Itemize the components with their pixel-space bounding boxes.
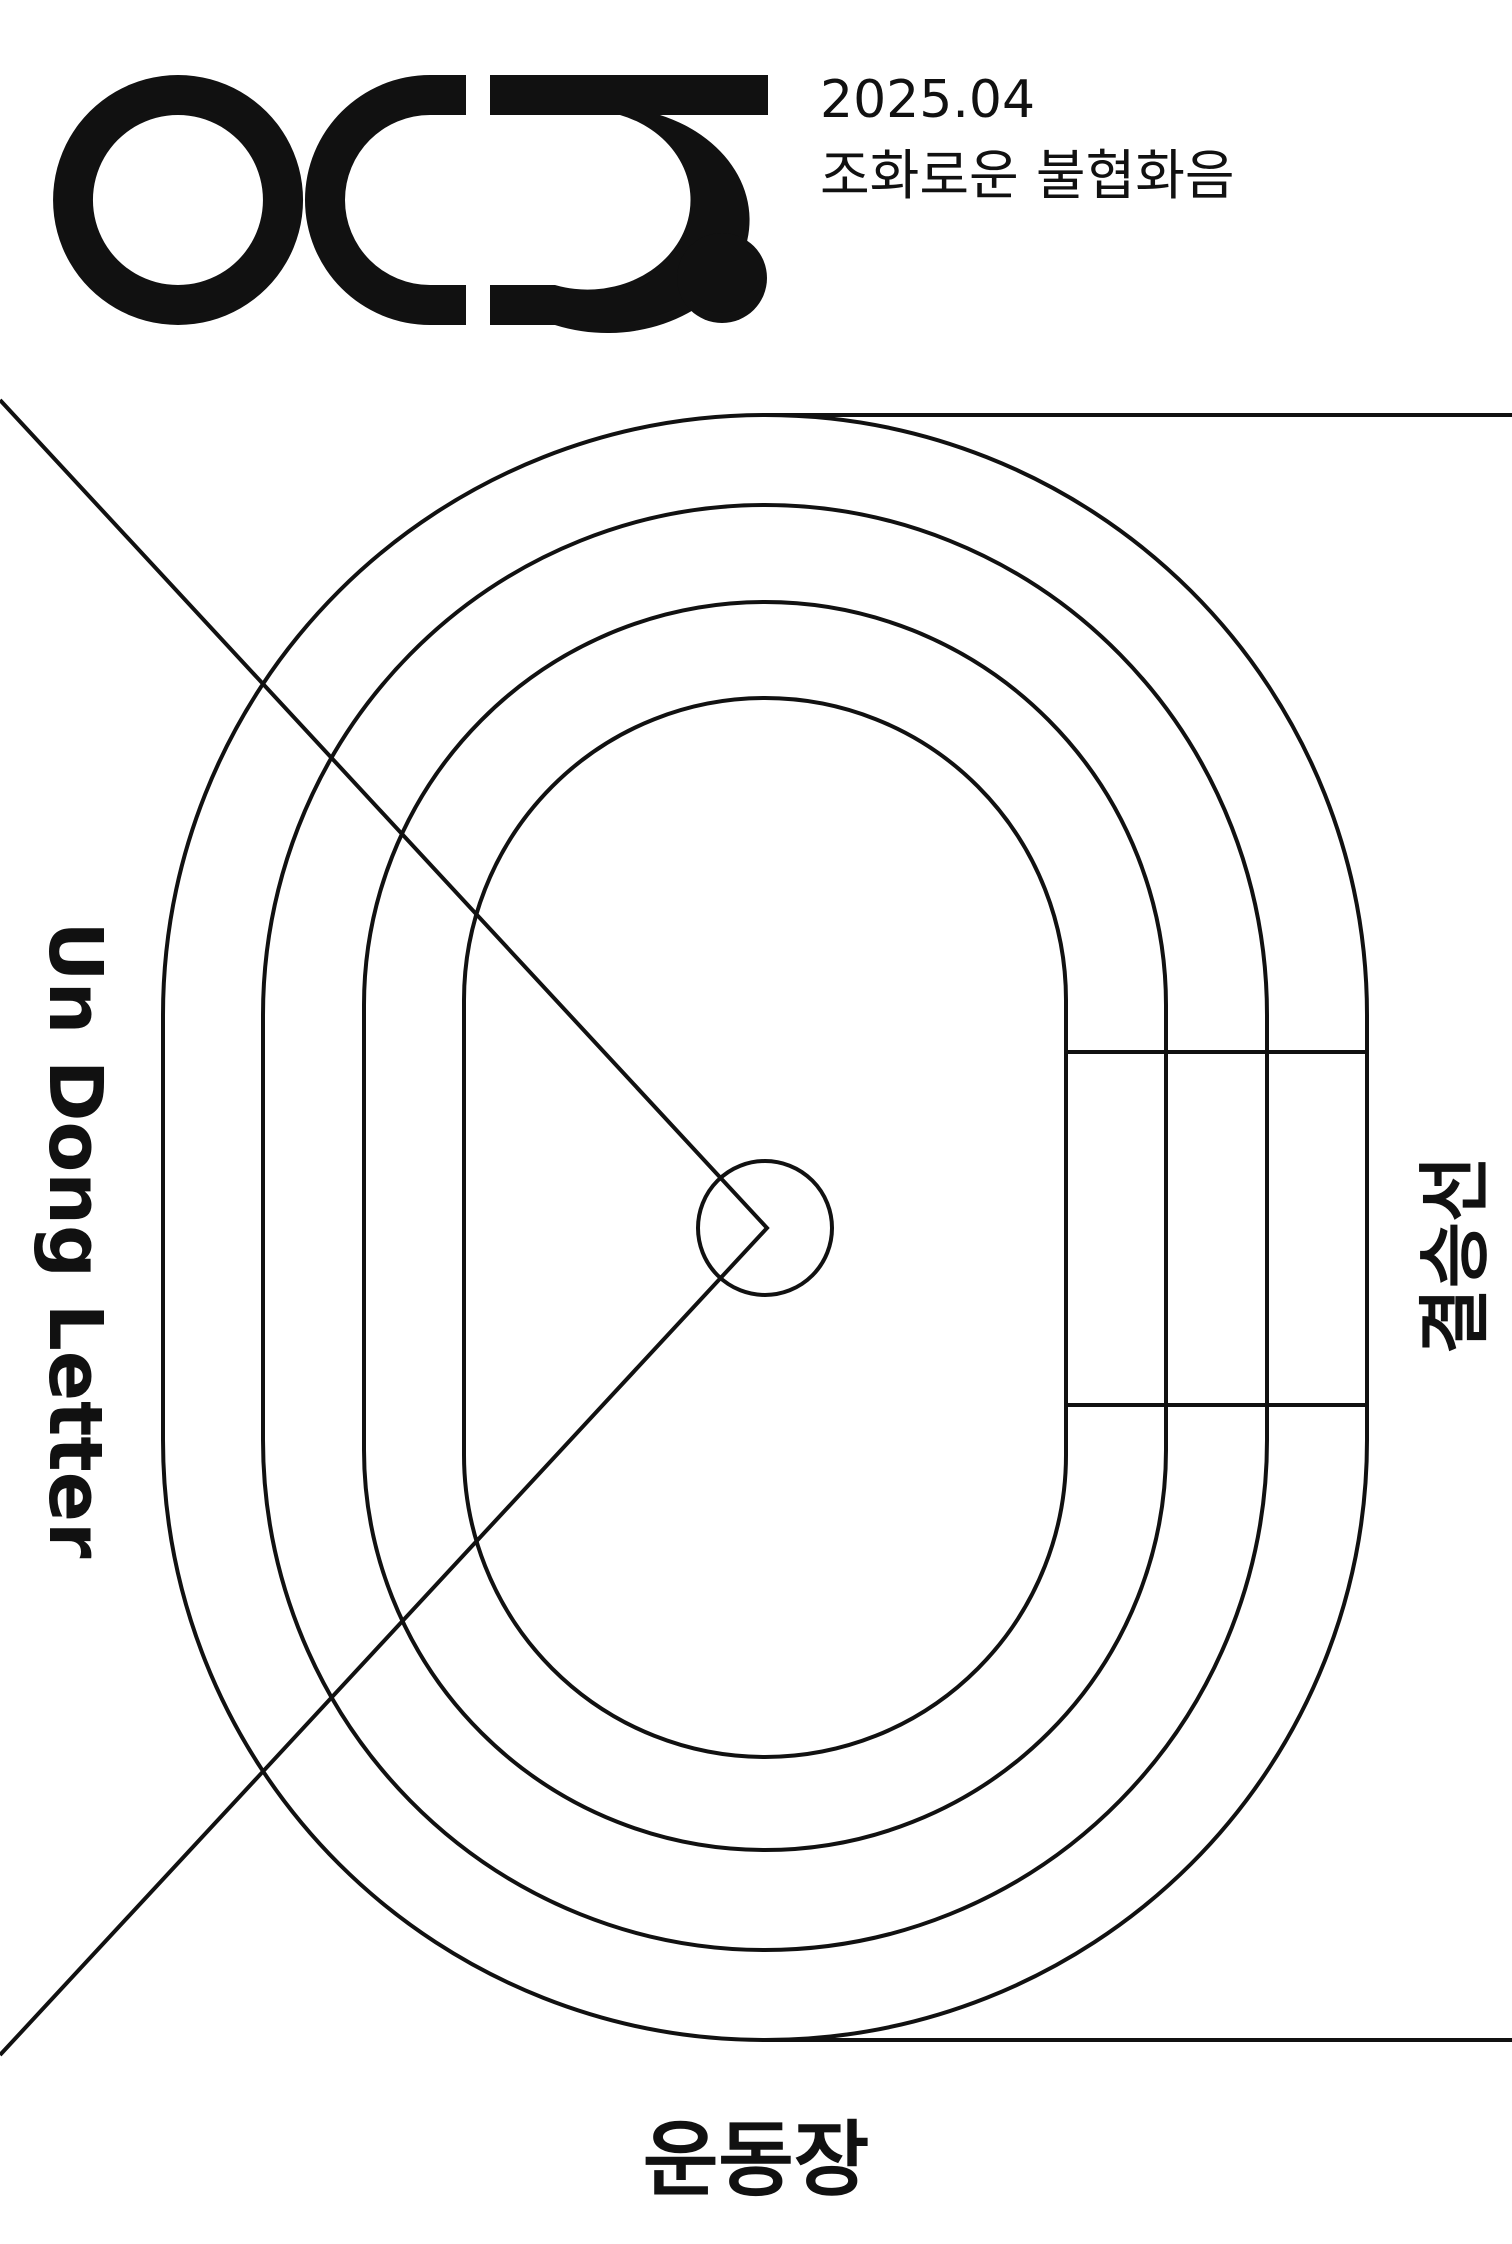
vertical-title: Un Dong Letter bbox=[38, 922, 112, 1559]
bottom-title: 운동장 bbox=[0, 2120, 1512, 2202]
logo-letter-c bbox=[305, 75, 466, 325]
issue-date: 2025.04 bbox=[820, 70, 1035, 130]
finish-label: 결승선 bbox=[1419, 1156, 1491, 1355]
logo-dot bbox=[677, 233, 767, 323]
logo bbox=[53, 75, 768, 333]
issue-theme: 조화로운 불협화음 bbox=[820, 144, 1235, 208]
running-track bbox=[0, 400, 1512, 2055]
logo-letter-o bbox=[53, 75, 303, 325]
